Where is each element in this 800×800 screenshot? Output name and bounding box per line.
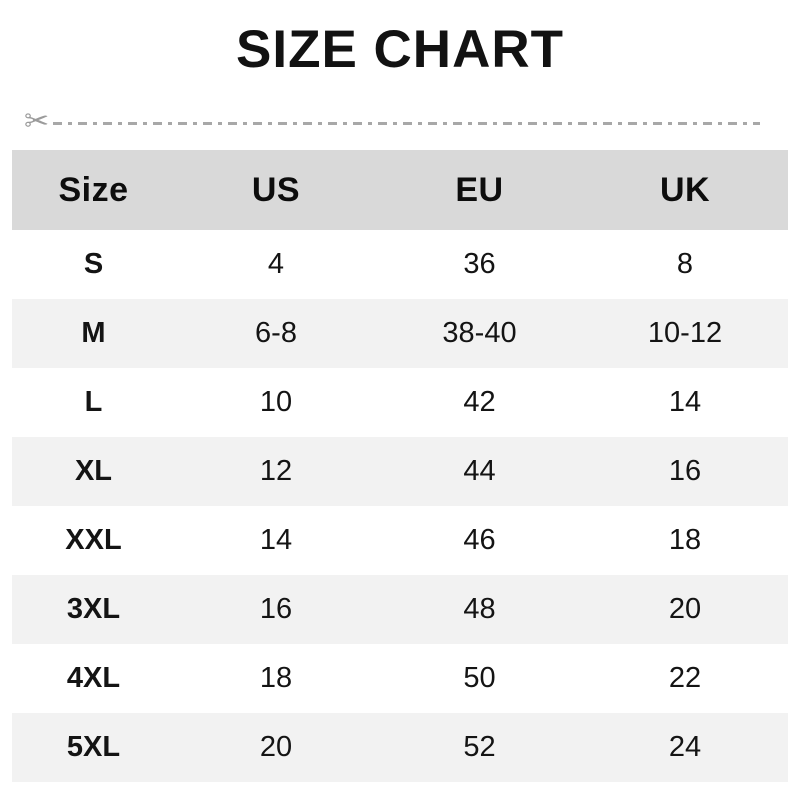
cell-us: 6-8	[175, 299, 377, 368]
cell-uk: 22	[582, 644, 788, 713]
cell-uk: 14	[582, 368, 788, 437]
table-row: 5XL 20 52 24	[12, 713, 788, 782]
cell-size: M	[12, 299, 175, 368]
cell-us: 20	[175, 713, 377, 782]
column-header-eu: EU	[377, 150, 582, 230]
cell-size: 3XL	[12, 575, 175, 644]
cell-eu: 38-40	[377, 299, 582, 368]
cell-eu: 42	[377, 368, 582, 437]
table-row: M 6-8 38-40 10-12	[12, 299, 788, 368]
column-header-size: Size	[12, 150, 175, 230]
cell-us: 12	[175, 437, 377, 506]
cell-us: 10	[175, 368, 377, 437]
cell-eu: 52	[377, 713, 582, 782]
cell-us: 4	[175, 230, 377, 299]
cell-size: L	[12, 368, 175, 437]
table-body: S 4 36 8 M 6-8 38-40 10-12 L 10 42 14 XL…	[12, 230, 788, 782]
cell-size: XL	[12, 437, 175, 506]
column-header-us: US	[175, 150, 377, 230]
cell-eu: 44	[377, 437, 582, 506]
cell-uk: 20	[582, 575, 788, 644]
column-header-uk: UK	[582, 150, 788, 230]
cell-us: 14	[175, 506, 377, 575]
table-row: L 10 42 14	[12, 368, 788, 437]
cell-uk: 10-12	[582, 299, 788, 368]
dashed-cut-divider	[53, 121, 760, 125]
page-title: SIZE CHART	[236, 20, 564, 79]
table-row: XXL 14 46 18	[12, 506, 788, 575]
table-row: 4XL 18 50 22	[12, 644, 788, 713]
cell-eu: 50	[377, 644, 582, 713]
cut-here-line: ✂	[24, 103, 776, 143]
scissors-icon: ✂	[24, 105, 50, 138]
cell-size: S	[12, 230, 175, 299]
cell-eu: 36	[377, 230, 582, 299]
table-row: XL 12 44 16	[12, 437, 788, 506]
cell-uk: 24	[582, 713, 788, 782]
table-row: S 4 36 8	[12, 230, 788, 299]
cell-size: XXL	[12, 506, 175, 575]
cell-uk: 16	[582, 437, 788, 506]
cell-eu: 46	[377, 506, 582, 575]
cell-uk: 8	[582, 230, 788, 299]
cell-eu: 48	[377, 575, 582, 644]
table-row: 3XL 16 48 20	[12, 575, 788, 644]
cell-uk: 18	[582, 506, 788, 575]
cell-size: 5XL	[12, 713, 175, 782]
cell-us: 16	[175, 575, 377, 644]
cell-size: 4XL	[12, 644, 175, 713]
table-header-row: Size US EU UK	[12, 150, 788, 230]
size-chart-table: Size US EU UK S 4 36 8 M 6-8 38-40 10-12…	[12, 150, 788, 782]
cell-us: 18	[175, 644, 377, 713]
